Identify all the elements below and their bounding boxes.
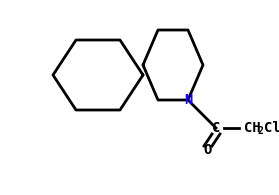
Text: N: N [184, 93, 192, 107]
Text: O: O [204, 143, 212, 157]
Text: C: C [212, 121, 220, 135]
Text: Cl: Cl [264, 121, 279, 135]
Text: CH: CH [244, 121, 261, 135]
Text: 2: 2 [258, 126, 264, 136]
